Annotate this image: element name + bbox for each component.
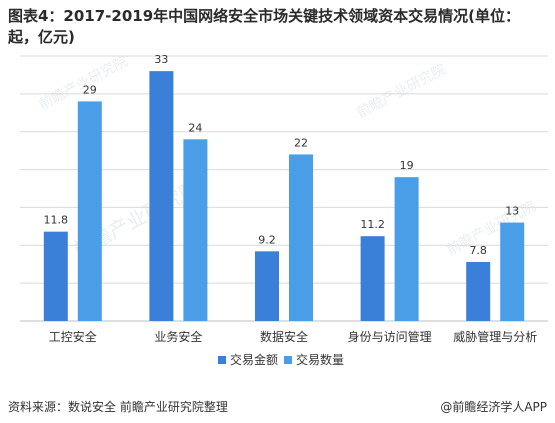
x-tick-label: 工控安全 <box>49 329 97 344</box>
bar-交易数量-威胁管理与分析 <box>500 222 525 321</box>
x-tick-label: 威胁管理与分析 <box>453 329 537 344</box>
data-label: 22 <box>294 136 308 149</box>
data-label: 33 <box>154 53 168 66</box>
gridlines <box>20 55 548 322</box>
bar-交易金额-数据安全 <box>255 251 279 321</box>
data-label: 9.2 <box>258 233 276 246</box>
data-label: 24 <box>188 121 202 134</box>
watermark-text: 前瞻产业研究院 <box>444 198 539 259</box>
data-label: 11.8 <box>44 214 69 227</box>
data-label: 13 <box>505 205 519 218</box>
legend-swatch <box>284 356 292 364</box>
data-label: 29 <box>83 83 97 96</box>
x-tick-label: 数据安全 <box>260 329 308 344</box>
bar-交易金额-工控安全 <box>43 231 68 321</box>
legend-swatch <box>218 356 226 364</box>
chart-title: 图表4：2017-2019年中国网络安全市场关键技术领域资本交易情况(单位：起，… <box>8 7 521 46</box>
bars <box>43 71 525 322</box>
bar-交易金额-业务安全 <box>149 71 174 322</box>
legend: 交易金额 交易数量 <box>218 352 344 367</box>
bar-交易数量-工控安全 <box>77 101 102 321</box>
bar-交易金额-身份与访问管理 <box>360 236 385 321</box>
legend-label: 交易金额 <box>230 352 278 367</box>
x-axis: 工控安全 业务安全 数据安全 身份与访问管理 威胁管理与分析 <box>49 329 537 344</box>
data-label: 19 <box>400 159 414 172</box>
x-tick-label: 业务安全 <box>154 329 202 344</box>
data-label: 11.2 <box>360 218 385 231</box>
credit-note: @前瞻经济学人APP <box>440 400 547 414</box>
source-note: 资料来源：数说安全 前瞻产业研究院整理 <box>8 400 228 414</box>
bar-交易数量-身份与访问管理 <box>394 177 419 321</box>
data-label: 7.8 <box>469 244 487 257</box>
bar-交易数量-数据安全 <box>289 154 313 321</box>
data-labels: 11.8 29 33 24 9.2 22 11.2 19 7.8 13 <box>44 53 520 257</box>
legend-label: 交易数量 <box>296 352 344 367</box>
bar-交易数量-业务安全 <box>183 139 208 321</box>
watermark-text: 前瞻产业研究院 <box>354 61 449 122</box>
bar-交易金额-威胁管理与分析 <box>466 261 491 321</box>
x-tick-label: 身份与访问管理 <box>348 329 432 344</box>
